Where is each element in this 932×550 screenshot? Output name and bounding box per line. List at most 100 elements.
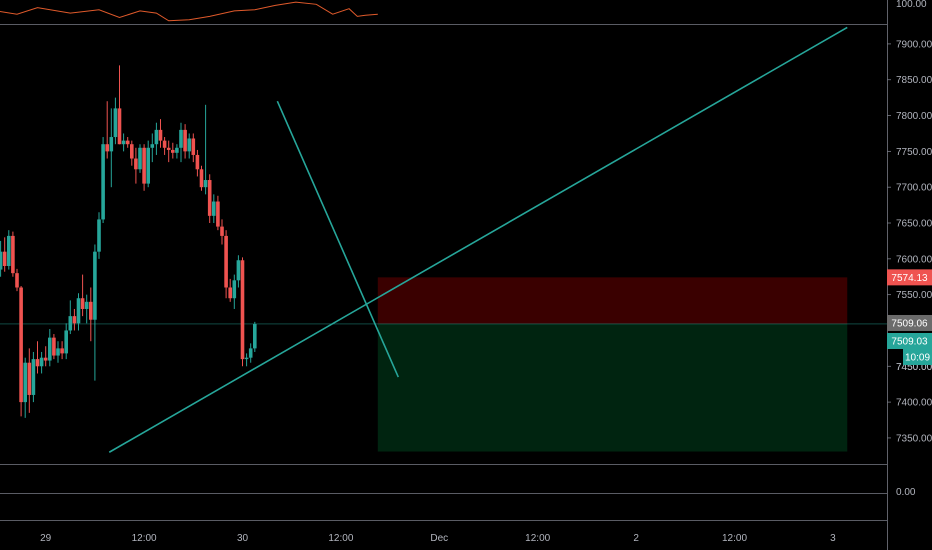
candle-body	[43, 357, 48, 361]
candle-body	[232, 280, 237, 299]
volume-axis-label: 0.00	[896, 487, 916, 498]
candle	[2, 237, 7, 272]
candle-body	[207, 180, 212, 216]
candle	[39, 351, 44, 374]
candle	[154, 122, 159, 155]
candle	[105, 101, 109, 159]
stop-loss-zone	[377, 277, 848, 324]
candle-body	[19, 287, 23, 403]
candle-body	[56, 348, 60, 356]
time-tick-label: 12:00	[328, 533, 353, 544]
time-tick-label: 29	[40, 533, 52, 544]
candle	[134, 147, 138, 184]
candle-body	[130, 144, 134, 159]
candle	[183, 124, 187, 159]
candle	[244, 353, 249, 367]
price-tick-label: 7400.00	[896, 398, 932, 409]
candle	[207, 174, 212, 224]
candle	[27, 348, 32, 413]
candle-body	[72, 316, 77, 324]
candle-body	[224, 235, 228, 288]
candle	[220, 219, 224, 245]
oscillator-panel	[0, 1, 378, 22]
candle	[146, 140, 150, 188]
oscillator-line	[0, 1, 378, 22]
candle-body	[7, 235, 11, 266]
candle-body	[134, 158, 138, 170]
oscillator-axis-label: 100.00	[896, 0, 927, 10]
candle	[48, 329, 52, 367]
candle	[121, 133, 126, 152]
candle-body	[199, 169, 204, 188]
candle	[84, 294, 89, 324]
time-tick-label: 30	[237, 533, 249, 544]
candle-body	[52, 337, 56, 356]
candle	[199, 165, 204, 191]
candle	[253, 321, 257, 352]
candle-body	[31, 359, 36, 395]
candle-body	[203, 180, 208, 188]
candle-body	[171, 149, 175, 153]
candle-body	[146, 147, 150, 184]
candle	[109, 108, 114, 188]
price-axis[interactable]: 100.00 0.00 7900.00 7850.00 7800.00 7750.00…	[887, 0, 932, 498]
candle-body	[68, 316, 73, 331]
candle-body	[48, 337, 52, 361]
candle	[236, 255, 241, 288]
candle	[216, 195, 220, 231]
candle-body	[113, 108, 118, 138]
candle-body	[27, 362, 32, 395]
time-tick-label: 3	[830, 533, 836, 544]
candle	[101, 137, 105, 224]
candle	[117, 65, 122, 145]
trendlines[interactable]	[108, 26, 848, 453]
price-tick-label: 7900.00	[896, 39, 932, 50]
candle	[228, 278, 232, 302]
candle	[76, 293, 81, 331]
time-tick-label: 12:00	[722, 533, 747, 544]
candle-body	[253, 324, 257, 349]
stop-price-label-text: 7574.13	[891, 273, 928, 284]
candle-body	[240, 260, 245, 360]
candle-body	[216, 201, 220, 227]
candle	[68, 300, 73, 335]
candle-body	[142, 147, 146, 184]
candle-body	[80, 298, 85, 309]
candle-body	[121, 140, 126, 145]
candle-body	[195, 154, 200, 170]
candle-body	[109, 137, 114, 152]
candle	[224, 230, 228, 299]
candles	[0, 65, 257, 418]
price-tick-label: 7450.00	[896, 362, 932, 373]
candle-body	[97, 219, 101, 252]
candle	[130, 140, 134, 166]
candle-body	[179, 129, 183, 148]
candle	[191, 133, 196, 163]
candle-body	[228, 287, 232, 299]
entry-price-label-badge	[887, 314, 932, 331]
candle	[203, 104, 208, 195]
candle-body	[64, 330, 68, 354]
candle	[52, 334, 56, 360]
price-axis-labels: 7450.00 7574.13 7509.06 7509.03 10:09	[887, 269, 932, 373]
time-tick-label: 12:00	[132, 533, 157, 544]
candle-body	[166, 147, 171, 150]
candle	[97, 212, 101, 259]
candle-body	[236, 260, 241, 281]
candle-body	[175, 147, 179, 153]
trendline	[276, 100, 400, 378]
price-tick-label: 7800.00	[896, 111, 932, 122]
candle-body	[39, 357, 44, 367]
candle-body	[125, 140, 130, 145]
candle	[150, 133, 155, 163]
time-axis[interactable]: 29 12:00 30 12:00 Dec 12:00 2 12:00 3	[40, 533, 836, 544]
current-price-label-text: 7509.03	[891, 336, 928, 347]
time-tick-label: 12:00	[525, 533, 550, 544]
candle-body	[220, 226, 224, 236]
candle	[125, 137, 130, 148]
candle-body	[11, 235, 15, 274]
candle-body	[248, 348, 253, 358]
candle	[179, 122, 183, 163]
